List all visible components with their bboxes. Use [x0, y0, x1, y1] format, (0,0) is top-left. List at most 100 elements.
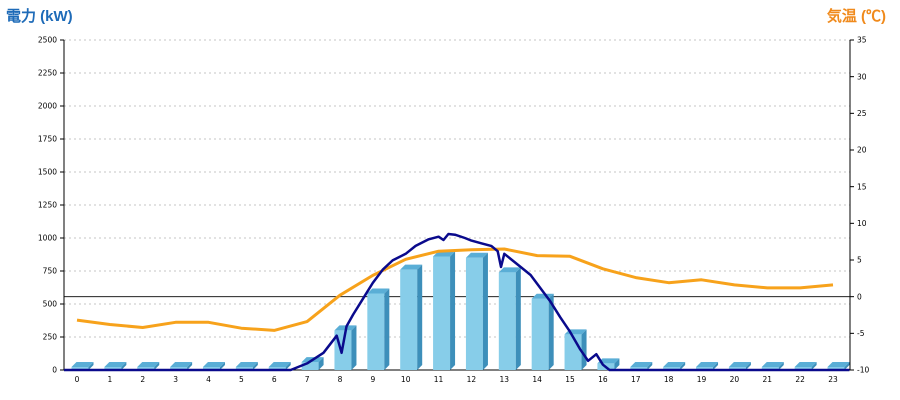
bar-front [465, 257, 483, 370]
y-left-tick-label: 750 [43, 267, 58, 276]
x-tick-label: 6 [272, 375, 277, 384]
bar [433, 251, 456, 370]
bar-side [384, 288, 390, 370]
x-tick-label: 9 [370, 375, 375, 384]
x-tick-label: 10 [401, 375, 411, 384]
y-left-tick-label: 1750 [38, 135, 57, 144]
bar-front [137, 367, 155, 370]
bar-front [696, 367, 714, 370]
bar [465, 252, 488, 370]
bar-side [548, 293, 554, 370]
bar-side [811, 362, 817, 370]
bar-side [450, 251, 456, 370]
bar-top [400, 264, 423, 270]
label-layer: 02505007501000125015001750200022502500-1… [38, 36, 870, 384]
y-left-tick-label: 0 [52, 366, 57, 375]
bar-front [794, 367, 812, 370]
bar-front [433, 256, 451, 370]
bar-side [417, 264, 423, 370]
x-tick-label: 12 [467, 375, 477, 384]
bar-front [630, 367, 648, 370]
bar-top [794, 362, 817, 367]
bar-side [745, 362, 751, 370]
y-right-tick-label: 20 [857, 146, 867, 155]
bar-front [663, 367, 681, 370]
bar-top [498, 267, 521, 273]
power-line [64, 232, 850, 372]
y-right-tick-label: 0 [857, 292, 862, 301]
bar-top [137, 362, 160, 367]
bar [400, 264, 423, 370]
bar-front [761, 367, 779, 370]
bar-top [696, 362, 719, 367]
bar-side [614, 358, 620, 370]
bar-side [844, 362, 850, 370]
bar-top [268, 362, 291, 367]
bar-side [647, 362, 653, 370]
x-tick-label: 7 [305, 375, 310, 384]
bar-top [71, 362, 94, 367]
bar-front [71, 367, 89, 370]
bar [268, 362, 291, 370]
y-right-tick-label: 30 [857, 72, 867, 81]
bar [367, 288, 390, 370]
bar-front [104, 367, 122, 370]
y-left-tick-label: 2000 [38, 102, 57, 111]
bar-front [268, 367, 286, 370]
y-right-tick-label: 35 [857, 36, 867, 45]
bar [137, 362, 160, 370]
bar [728, 362, 751, 370]
left-axis-title: 電力 (kW) [6, 8, 73, 25]
y-left-tick-label: 250 [43, 333, 58, 342]
x-tick-label: 22 [795, 375, 805, 384]
line-layer [64, 232, 850, 372]
bar [761, 362, 784, 370]
y-left-tick-label: 2500 [38, 36, 57, 45]
bar-side [219, 362, 225, 370]
temperature-line [76, 247, 834, 332]
bar-front [498, 272, 516, 370]
bar-front [367, 293, 385, 370]
bar-front [531, 298, 549, 370]
bar-front [827, 367, 845, 370]
bar-top [663, 362, 686, 367]
x-tick-label: 18 [664, 375, 674, 384]
bar [170, 362, 193, 370]
bar-layer [71, 251, 850, 370]
x-tick-label: 16 [598, 375, 608, 384]
bar-top [170, 362, 193, 367]
bar-side [285, 362, 291, 370]
x-tick-label: 3 [173, 375, 178, 384]
bar-side [680, 362, 686, 370]
x-tick-label: 8 [338, 375, 343, 384]
y-right-tick-label: 25 [857, 109, 867, 118]
bar [104, 362, 127, 370]
x-tick-label: 4 [206, 375, 211, 384]
x-tick-label: 17 [631, 375, 641, 384]
x-tick-label: 20 [730, 375, 740, 384]
bar [202, 362, 225, 370]
bar-side [713, 362, 719, 370]
bar-side [351, 325, 357, 370]
x-tick-label: 14 [532, 375, 542, 384]
x-tick-label: 19 [697, 375, 707, 384]
right-axis-title: 気温 (℃) [826, 8, 886, 25]
bar-front [301, 362, 319, 370]
bar-front [235, 367, 253, 370]
bar-front [170, 367, 188, 370]
bar [71, 362, 94, 370]
bar-side [88, 362, 94, 370]
bar-top [202, 362, 225, 367]
bar [630, 362, 653, 370]
bar-top [630, 362, 653, 367]
bar-top [235, 362, 258, 367]
x-tick-label: 15 [565, 375, 575, 384]
x-tick-label: 5 [239, 375, 244, 384]
bar-side [581, 329, 587, 370]
bar [663, 362, 686, 370]
y-right-tick-label: -5 [857, 329, 865, 338]
bar-side [778, 362, 784, 370]
grid-layer [64, 39, 850, 338]
